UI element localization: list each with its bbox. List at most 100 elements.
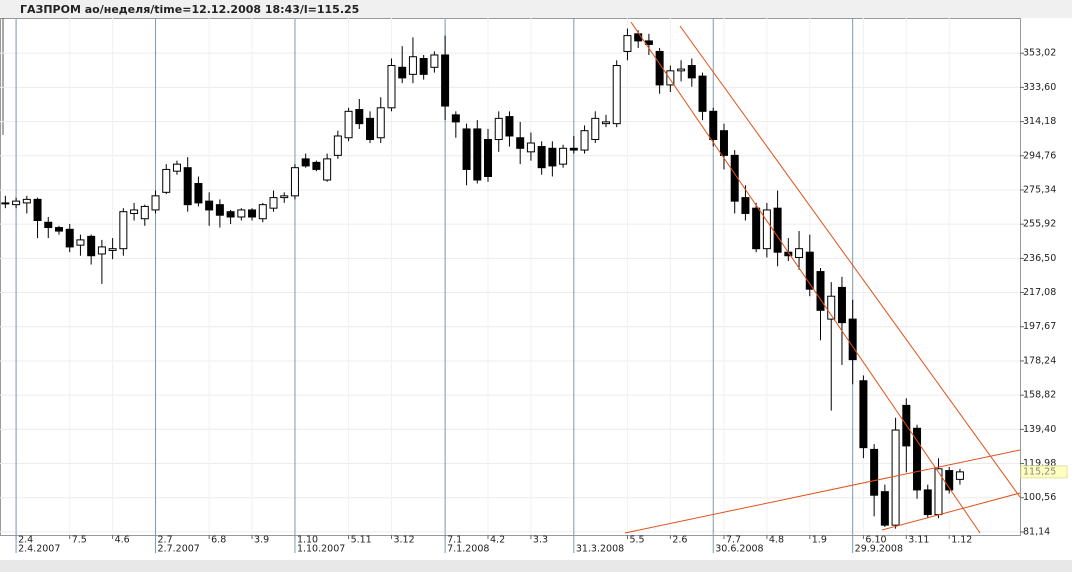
x-major-label: 1.10.2007 xyxy=(297,544,345,555)
x-tick-label: 7.1 xyxy=(447,535,462,546)
candle-body xyxy=(762,209,771,250)
candle-body xyxy=(344,110,353,139)
candle-body xyxy=(441,54,450,107)
candle-body xyxy=(387,65,396,109)
header-bar xyxy=(0,0,1072,18)
candle-body xyxy=(816,271,825,311)
candle-body xyxy=(677,68,686,72)
candle-body xyxy=(848,318,857,361)
x-tick-label: 4.8 xyxy=(769,535,784,546)
candle-body xyxy=(462,128,471,170)
y-tick-label: 197,67 xyxy=(1023,321,1056,332)
y-tick-label: 119,98 xyxy=(1023,458,1056,469)
x-tick-label: 6.8 xyxy=(211,535,226,546)
candle-body xyxy=(87,235,96,257)
y-tick-label: 236,50 xyxy=(1023,253,1056,264)
candle-body xyxy=(880,491,889,526)
footer-bar xyxy=(0,560,1072,572)
candle-body xyxy=(666,70,675,86)
candle-body xyxy=(366,117,375,141)
candle-body xyxy=(248,209,257,218)
candle-body xyxy=(709,110,718,141)
candle-body xyxy=(65,228,74,248)
candle-body xyxy=(430,54,439,68)
candle-body xyxy=(870,448,879,496)
y-tick-label: 294,76 xyxy=(1023,150,1056,161)
candle-body xyxy=(269,197,278,209)
candle-body xyxy=(494,117,503,141)
y-tick-label: 353,02 xyxy=(1023,48,1056,59)
candle-body xyxy=(183,167,192,206)
candle-body xyxy=(97,246,106,255)
candle-body xyxy=(548,147,557,167)
candle-body xyxy=(805,251,814,290)
candle-body xyxy=(333,135,342,156)
candle-body xyxy=(237,209,246,218)
y-tick-label: 255,92 xyxy=(1023,219,1056,230)
x-major-label: 29.9.2008 xyxy=(855,544,903,555)
candle-body xyxy=(1,202,10,205)
candle-body xyxy=(312,161,321,170)
candle-body xyxy=(54,227,63,232)
candle-body xyxy=(280,195,289,199)
candle-body xyxy=(451,114,460,123)
candle-body xyxy=(484,139,493,177)
candle-body xyxy=(752,207,761,250)
y-tick-label: 314,18 xyxy=(1023,116,1056,127)
candle-body xyxy=(323,158,332,181)
x-major-label: 7.1.2008 xyxy=(447,544,489,555)
candle-body xyxy=(859,380,868,449)
channel-lines xyxy=(624,21,1021,534)
candle-body xyxy=(408,56,417,75)
candle-body xyxy=(923,489,932,516)
candle-body xyxy=(827,295,836,320)
candle-body xyxy=(172,163,181,172)
x-tick-label: 1.12 xyxy=(951,535,972,546)
candle-body xyxy=(301,158,310,167)
candle-body xyxy=(419,58,428,75)
y-tick-label: 139,40 xyxy=(1023,424,1056,435)
candle-body xyxy=(795,248,804,258)
x-tick-label: 1.10 xyxy=(297,535,318,546)
trend-line xyxy=(881,492,1021,531)
candle-body xyxy=(162,168,171,193)
x-tick-label: 3.11 xyxy=(908,535,929,546)
candle-body xyxy=(773,207,782,253)
candle-body xyxy=(258,204,267,220)
x-major-label: 2.7.2007 xyxy=(158,544,200,555)
candle-body xyxy=(194,183,203,204)
x-tick-label: 4.6 xyxy=(115,535,130,546)
candle-body xyxy=(119,211,128,250)
candle-body xyxy=(355,109,364,125)
trend-line xyxy=(630,21,981,534)
candle-body xyxy=(505,116,514,137)
candle-body xyxy=(76,239,85,246)
candle-body xyxy=(22,198,31,204)
candle-body xyxy=(151,195,160,211)
candle-body xyxy=(945,470,954,491)
y-tick-label: 333,60 xyxy=(1023,82,1056,93)
plot-frame xyxy=(0,18,1021,536)
candle-body xyxy=(601,121,610,125)
y-tick-label: 178,24 xyxy=(1023,355,1056,366)
y-tick-label: 81,14 xyxy=(1023,526,1050,537)
x-major-label: 30.6.2008 xyxy=(715,544,763,555)
candle-body xyxy=(33,198,42,222)
candle-body xyxy=(580,130,589,151)
x-tick-label: 2.4 xyxy=(18,535,33,546)
candle-body xyxy=(140,205,149,220)
x-tick-label: 3.3 xyxy=(533,535,548,546)
candle-body xyxy=(741,197,750,214)
candle-body xyxy=(205,200,214,211)
candle-body xyxy=(376,107,385,139)
x-tick-label: 4.2 xyxy=(490,535,505,546)
x-tick-label: 6.10 xyxy=(865,535,886,546)
candle-body xyxy=(569,147,578,151)
candle-body xyxy=(108,248,117,251)
x-tick-label: 5.5 xyxy=(629,535,644,546)
x-tick-label: 7.5 xyxy=(72,535,87,546)
candle-body xyxy=(398,66,407,79)
last-price-box xyxy=(1020,465,1068,479)
candle-body xyxy=(226,211,235,218)
